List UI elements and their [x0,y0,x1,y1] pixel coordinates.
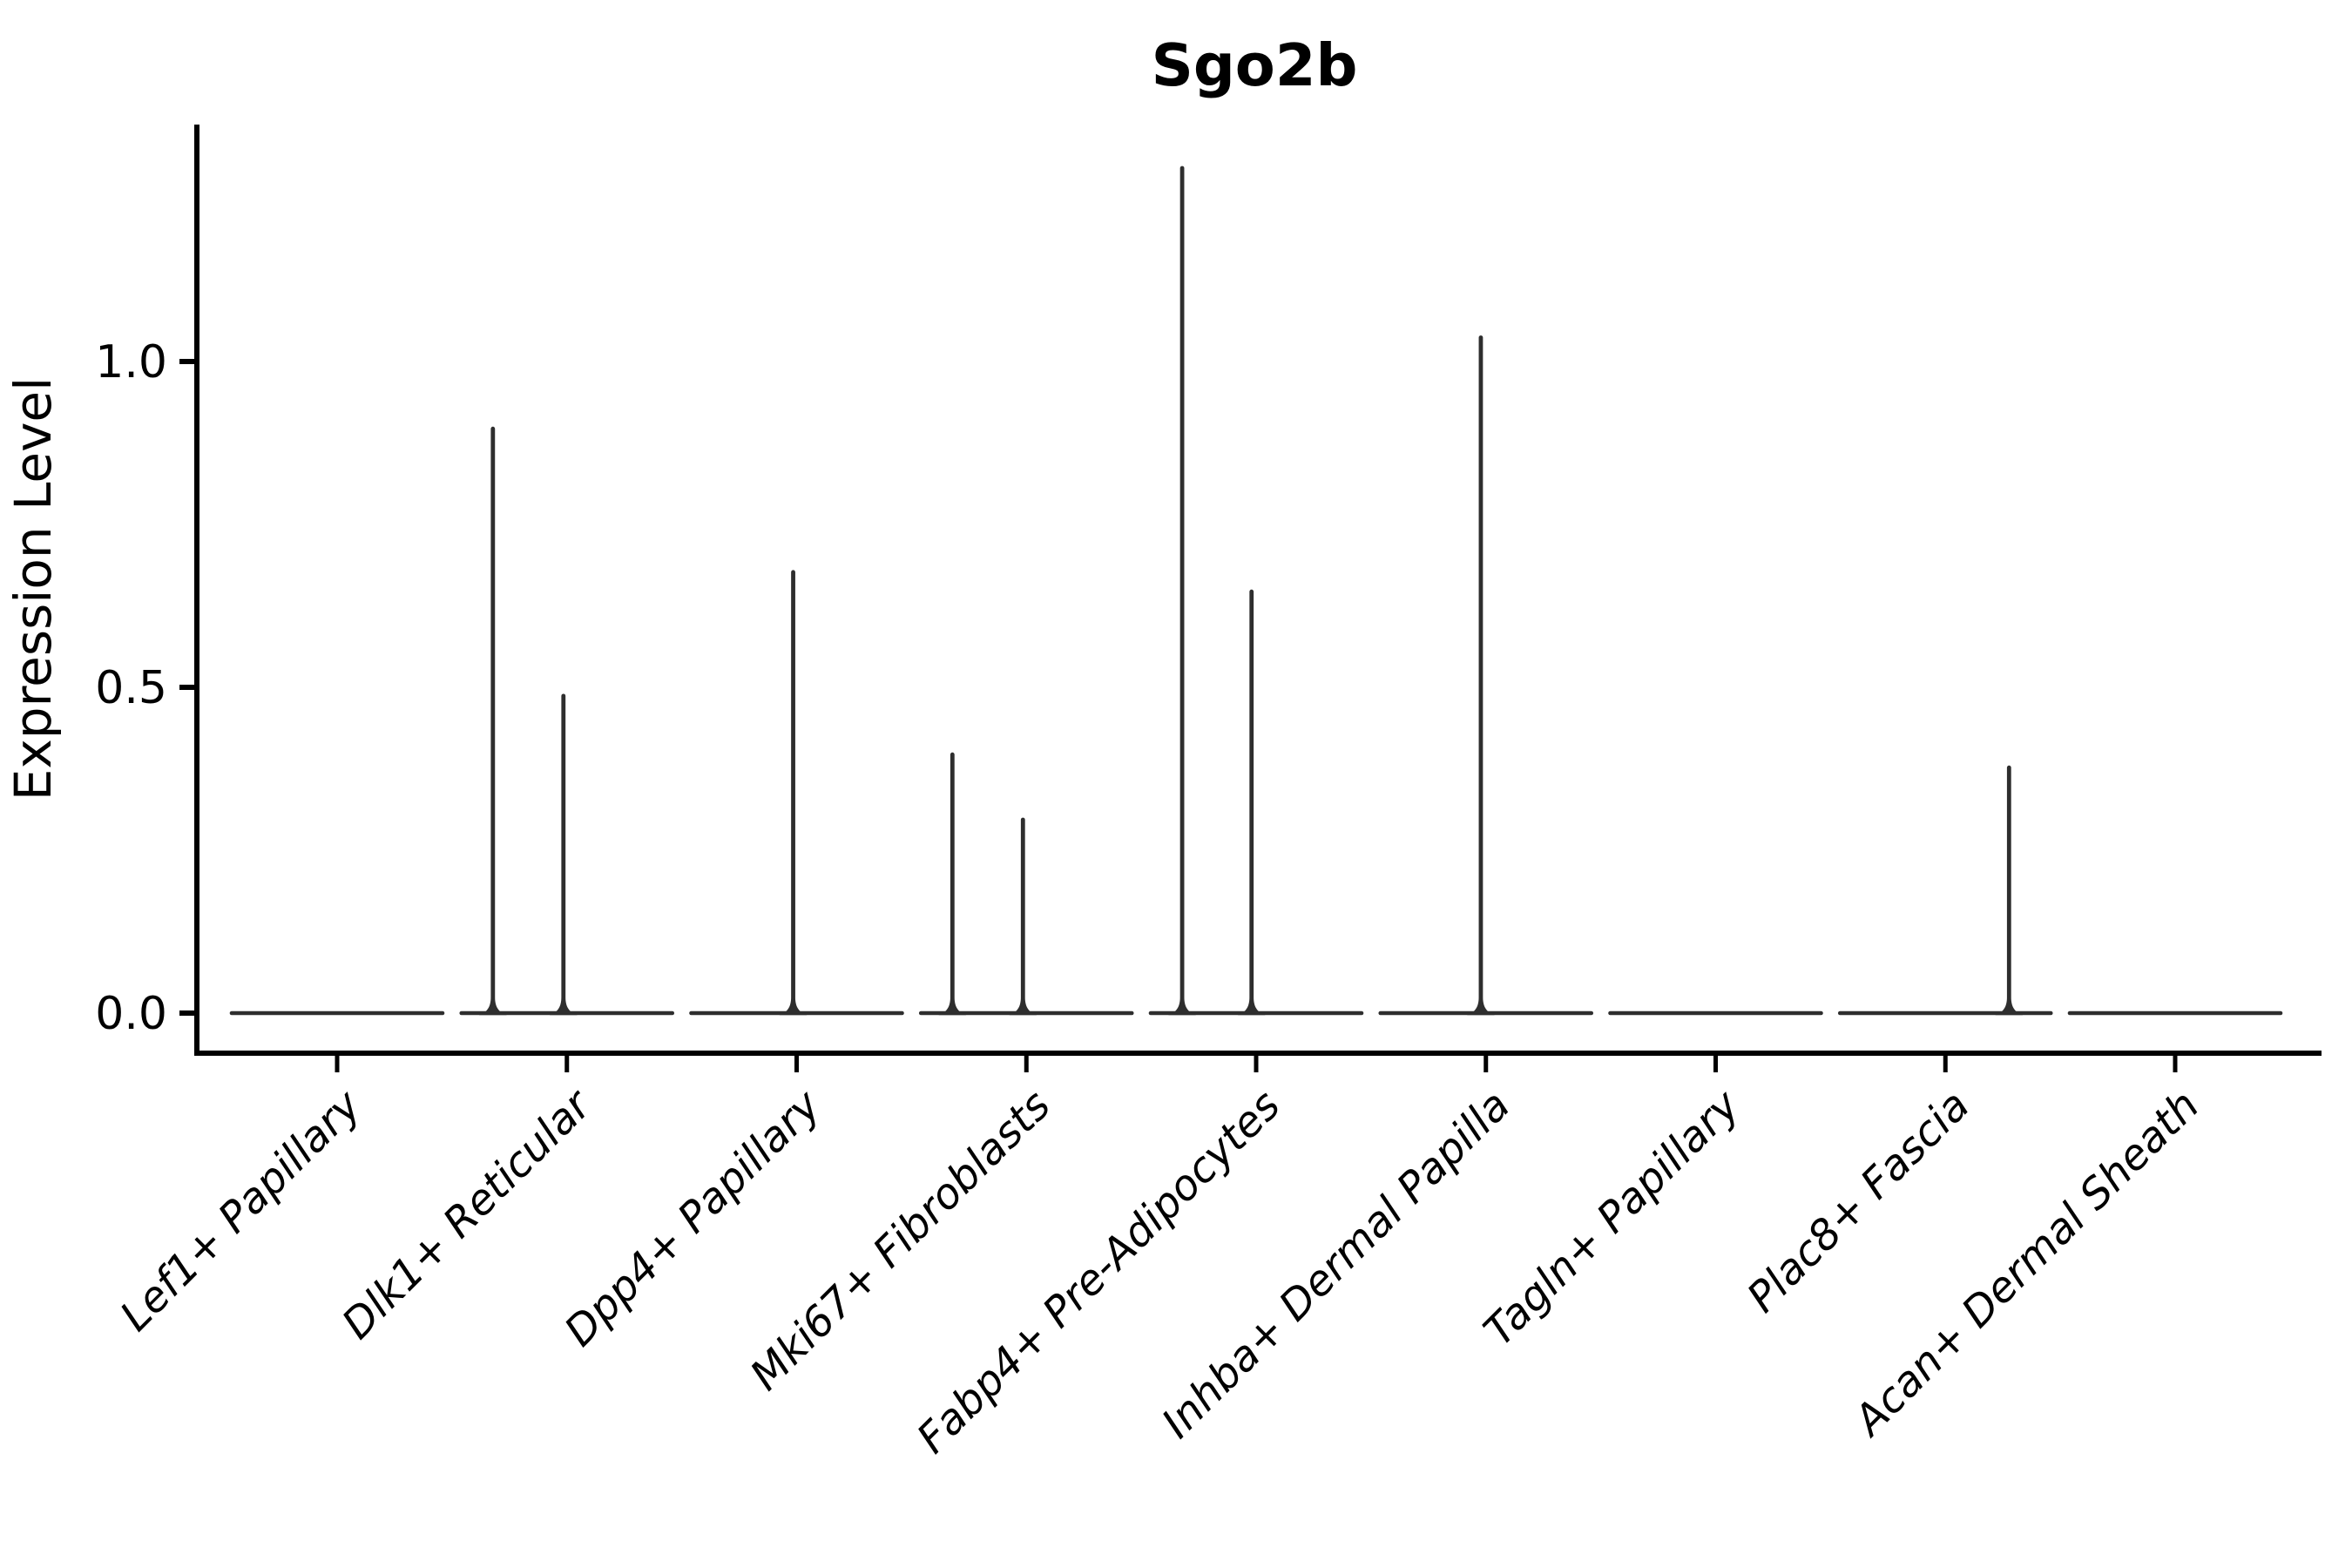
y-tick-label: 1.0 [95,336,167,389]
axes-spines [194,125,2322,1056]
y-tick-label: 0.0 [95,988,167,1040]
plot-title: Sgo2b [1152,31,1358,99]
x-tick-label-5: Fabp4+ Pre-Adipocytes [908,1081,1290,1463]
violin-density-spike [1466,335,1495,1016]
violin-5 [1148,166,1364,1016]
x-tick-label-7: Tagln+ Papillary [1475,1080,1750,1355]
violin-density-spike [938,752,967,1016]
y-tick-label: 0.5 [95,662,167,714]
violin-density-spike [779,570,808,1016]
violin-density-spike [1237,589,1266,1016]
violin-4 [918,752,1134,1016]
violin-8 [1837,765,2053,1016]
violin-density-spike [549,693,578,1016]
y-axis-label: Expression Level [3,377,63,801]
x-tick-label-1: Lef1+ Papillary [111,1080,371,1341]
violin-6 [1378,335,1594,1016]
violin-density-spike [478,426,507,1016]
violin-density-spike [1168,166,1197,1016]
x-tick-label-3: Dpp4+ Papillary [555,1080,830,1355]
violin-density-spike [1995,765,2024,1016]
x-tick-label-2: Dlk1+ Reticular [333,1079,603,1349]
y-axis-ticks: 0.0 0.5 1.0 [95,336,197,1040]
violin-2 [459,426,675,1016]
x-tick-label-8: Plac8+ Fascia [1738,1081,1979,1322]
violin-3 [689,570,904,1016]
violin-density-spike [1009,817,1037,1016]
violins [229,166,2283,1016]
